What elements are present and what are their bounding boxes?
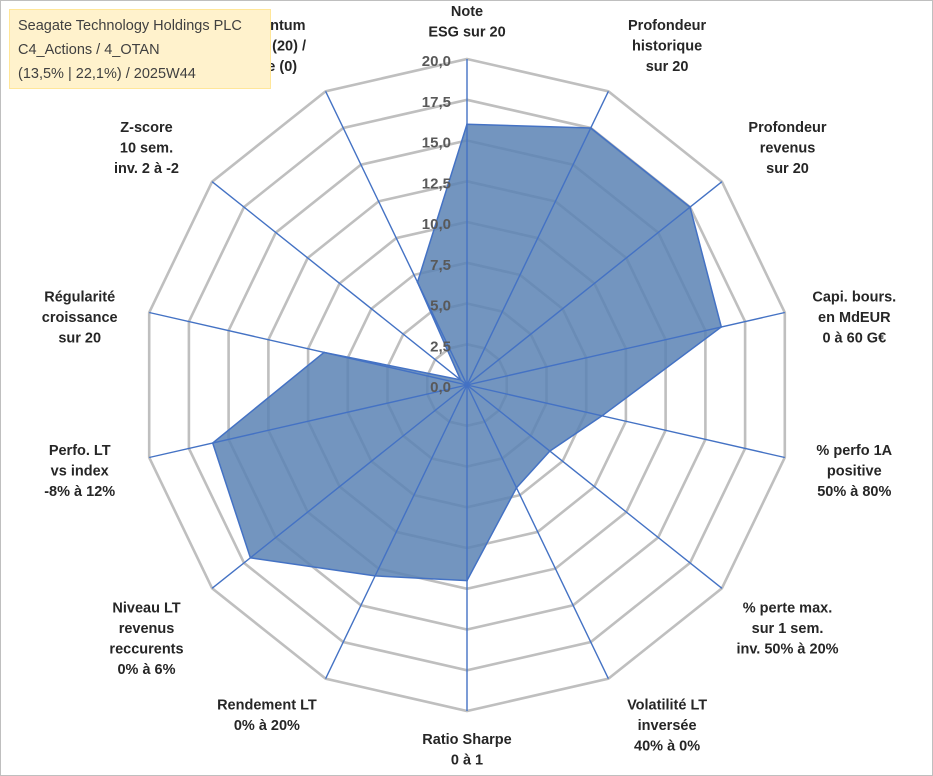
axis-label-5-line-2: inv. 50% à 20% [736, 642, 838, 658]
title-line-2: C4_Actions / 4_OTAN [18, 42, 160, 58]
axis-spoke-8 [324, 384, 468, 680]
axis-label-3-line-1: en MdEUR [818, 310, 891, 326]
axis-label-1: Profondeur historique sur 20 [628, 18, 706, 75]
axis-label-2-line-2: sur 20 [766, 161, 809, 177]
axis-spoke-9 [211, 384, 468, 589]
r-tick-label-3: 7,5 [430, 257, 451, 274]
axis-label-4-line-1: positive [827, 464, 882, 480]
axis-label-12-line-0: Z-score [120, 120, 172, 136]
axis-label-1-line-1: historique [632, 38, 702, 54]
axis-spoke-6 [466, 384, 610, 680]
axis-label-8-line-0: Rendement LT [217, 698, 317, 714]
r-tick-label-8: 20,0 [422, 53, 451, 70]
axis-spoke-12 [211, 181, 468, 386]
title-line-3: (13,5% | 22,1%) / 2025W44 [18, 66, 196, 82]
axis-spoke-5 [466, 384, 723, 589]
axis-label-1-line-2: sur 20 [646, 59, 689, 75]
label-layer: Note ESG sur 20 Profondeur historique sur 20… [42, 4, 896, 769]
axis-spoke-10 [149, 384, 468, 459]
axis-label-6-line-1: inversée [638, 718, 697, 734]
axis-label-3-line-2: 0 à 60 G€ [822, 330, 886, 346]
axis-label-9: Niveau LT revenus reccurents 0% à 6% [109, 601, 183, 679]
axis-label-0-line-0: Note [451, 4, 483, 20]
r-tick-label-4: 10,0 [422, 216, 451, 233]
axis-spoke-1 [466, 90, 610, 386]
spoke-layer [149, 59, 785, 711]
axis-label-11-line-1: croissance [42, 310, 118, 326]
axis-spoke-11 [149, 311, 468, 386]
axis-label-12-line-1: 10 sem. [120, 140, 173, 156]
r-tick-label-6: 15,0 [422, 135, 451, 152]
axis-spoke-13 [324, 90, 468, 386]
axis-label-10: Perfo. LT vs index -8% à 12% [44, 443, 115, 500]
axis-label-12: Z-score 10 sem. inv. 2 à -2 [114, 120, 179, 177]
r-tick-label-1: 2,5 [430, 338, 451, 355]
axis-label-4: % perfo 1A positive 50% à 80% [816, 443, 892, 500]
axis-label-2-line-0: Profondeur [748, 120, 826, 136]
axis-label-4-line-2: 50% à 80% [817, 484, 891, 500]
axis-label-11: Régularité croissance sur 20 [42, 289, 118, 346]
axis-label-1-line-0: Profondeur [628, 18, 706, 34]
axis-label-5-line-0: % perte max. [743, 601, 832, 617]
axis-label-9-line-2: reccurents [109, 642, 183, 658]
axis-label-5: % perte max. sur 1 sem. inv. 50% à 20% [736, 601, 838, 658]
axis-label-7: Ratio Sharpe 0 à 1 [422, 732, 511, 769]
axis-label-9-line-0: Niveau LT [112, 601, 180, 617]
axis-label-6-line-2: 40% à 0% [634, 739, 700, 755]
axis-label-0: Note ESG sur 20 [428, 4, 505, 41]
chart-title: Seagate Technology Holdings PLC C4_Actio… [9, 9, 271, 89]
axis-label-0-line-1: ESG sur 20 [428, 25, 505, 41]
axis-label-2: Profondeur revenus sur 20 [748, 120, 826, 177]
axis-label-6-line-0: Volatilité LT [627, 698, 707, 714]
axis-label-5-line-1: sur 1 sem. [752, 621, 824, 637]
axis-label-4-line-0: % perfo 1A [816, 443, 892, 459]
axis-label-3: Capi. bours. en MdEUR 0 à 60 G€ [812, 289, 896, 346]
r-tick-label-5: 12,5 [422, 175, 451, 192]
axis-spoke-2 [466, 181, 723, 386]
axis-label-9-line-3: 0% à 6% [117, 662, 175, 678]
axis-label-3-line-0: Capi. bours. [812, 289, 896, 305]
axis-label-12-line-2: inv. 2 à -2 [114, 161, 179, 177]
title-line-1: Seagate Technology Holdings PLC [18, 18, 242, 34]
axis-label-11-line-2: sur 20 [58, 330, 101, 346]
axis-label-6: Volatilité LT inversée 40% à 0% [627, 698, 707, 755]
axis-label-2-line-1: revenus [760, 140, 816, 156]
axis-label-7-line-0: Ratio Sharpe [422, 732, 511, 748]
axis-spoke-4 [466, 384, 785, 459]
axis-spoke-3 [466, 311, 785, 386]
tick-layer: 0,0 2,5 5,0 7,5 10,0 12,5 15,0 17,5 20,0 [422, 53, 451, 396]
axis-label-7-line-1: 0 à 1 [451, 753, 483, 769]
axis-label-10-line-1: vs index [51, 464, 109, 480]
axis-label-10-line-0: Perfo. LT [49, 443, 111, 459]
r-tick-label-2: 5,0 [430, 298, 451, 315]
r-tick-label-0: 0,0 [430, 379, 451, 396]
axis-label-8-line-1: 0% à 20% [234, 718, 300, 734]
axis-label-10-line-2: -8% à 12% [44, 484, 115, 500]
axis-label-8: Rendement LT 0% à 20% [217, 698, 317, 735]
axis-label-9-line-1: revenus [119, 621, 175, 637]
r-tick-label-7: 17,5 [422, 94, 451, 111]
axis-label-11-line-0: Régularité [44, 289, 115, 305]
